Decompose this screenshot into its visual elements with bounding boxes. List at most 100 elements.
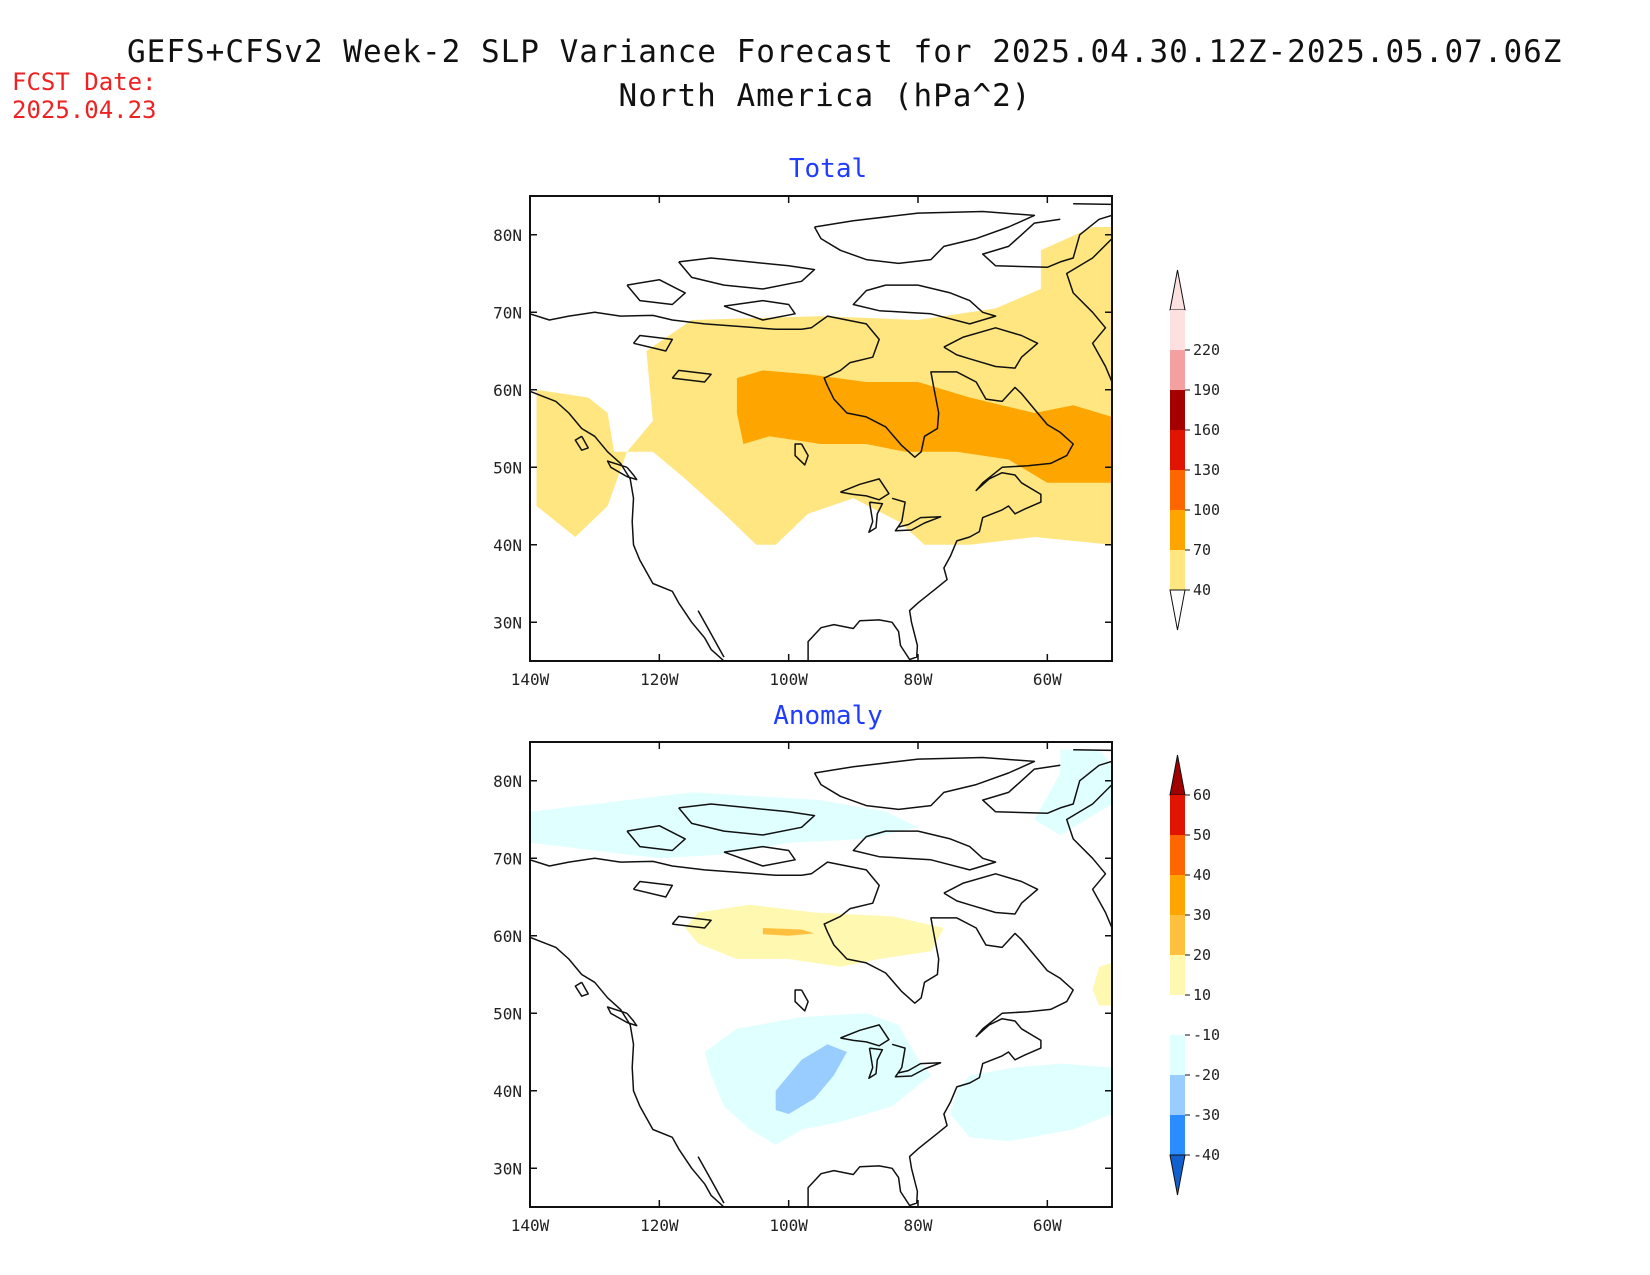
anomaly-coastline-10	[981, 760, 1112, 815]
anomaly-lat-label: 40N	[493, 1082, 522, 1101]
total-coastline-1	[697, 610, 725, 658]
anomaly-region-3	[950, 1063, 1112, 1142]
main-title: GEFS+CFSv2 Week-2 SLP Variance Forecast …	[127, 34, 1563, 70]
total-coastline-6	[678, 257, 816, 290]
anomaly-colorbar-label: -10	[1193, 1026, 1220, 1044]
anomaly-map-frame	[529, 741, 1113, 1208]
anomaly-coastline-16	[606, 1006, 638, 1027]
anomaly-region-6	[1092, 962, 1112, 1006]
anomaly-lon-label: 100W	[769, 1216, 808, 1235]
total-colorbar: 40 70 100 130 160 190 220	[1169, 269, 1220, 631]
anomaly-coastline-3	[943, 873, 1039, 915]
total-lon-label: 60W	[1033, 670, 1062, 689]
anomaly-shaded-regions	[530, 749, 1112, 1145]
total-colorbar-label: 190	[1193, 381, 1220, 399]
anomaly-lon-label: 80W	[904, 1216, 933, 1235]
anomaly-colorbar-box	[1170, 995, 1185, 1035]
anomaly-colorbar-top-arrow	[1169, 754, 1186, 796]
anomaly-lon-axis: 140W 120W 100W 80W 60W	[511, 742, 1062, 1235]
total-colorbar-label: 130	[1193, 461, 1220, 479]
anomaly-region-5	[685, 904, 944, 967]
anomaly-lon-label: 60W	[1033, 1216, 1062, 1235]
total-lat-label: 30N	[493, 613, 522, 632]
total-coastline-5	[813, 210, 1036, 265]
anomaly-colorbar-box	[1170, 1115, 1185, 1155]
anomaly-colorbar-box	[1170, 955, 1185, 995]
total-colorbar-bottom-arrow	[1169, 589, 1186, 631]
anomaly-colorbar-label: 20	[1193, 946, 1211, 964]
anomaly-lat-label: 50N	[493, 1004, 522, 1023]
anomaly-coastline-0	[530, 936, 725, 1207]
anomaly-colorbar-label: -20	[1193, 1066, 1220, 1084]
total-colorbar-label: 220	[1193, 341, 1220, 359]
anomaly-lat-label: 30N	[493, 1159, 522, 1178]
panel-title-total: Total	[789, 154, 867, 184]
anomaly-colorbar-label: 60	[1193, 786, 1211, 804]
panel-title-anomaly: Anomaly	[773, 701, 883, 731]
total-region-1	[736, 370, 1112, 483]
anomaly-coastline-5	[813, 756, 1036, 811]
anomaly-colorbar-label: -40	[1193, 1146, 1220, 1164]
total-lon-label: 120W	[640, 670, 679, 689]
total-colorbar-box	[1170, 310, 1185, 350]
total-lon-label: 100W	[769, 670, 808, 689]
total-lat-label: 60N	[493, 381, 522, 400]
anomaly-lat-label: 70N	[493, 849, 522, 868]
total-coastline-10	[981, 214, 1112, 269]
total-colorbar-box	[1170, 390, 1185, 430]
total-lat-axis: 80N 70N 60N 50N 40N 30N	[493, 226, 1112, 632]
total-shaded-regions	[536, 227, 1112, 545]
anomaly-coastline-13	[840, 1024, 890, 1047]
total-colorbar-box	[1170, 350, 1185, 390]
anomaly-lon-label: 120W	[640, 1216, 679, 1235]
anomaly-coastline-19	[632, 880, 674, 898]
total-coastline-0	[530, 390, 725, 661]
anomaly-colorbar-bottom-arrow	[1169, 1154, 1186, 1196]
total-coastline-3	[943, 327, 1039, 369]
total-colorbar-top-arrow	[1169, 269, 1186, 311]
total-colorbar-label: 160	[1193, 421, 1220, 439]
total-coastline-15	[794, 443, 809, 466]
total-colorbar-box	[1170, 550, 1185, 590]
anomaly-colorbar-label: 30	[1193, 906, 1211, 924]
total-lat-label: 40N	[493, 536, 522, 555]
panel-anomaly: Anomaly 80N 70N 60N 50N 40N 30N 140W 120W 100W 8…	[493, 701, 1220, 1235]
anomaly-region-1	[1034, 749, 1112, 835]
total-coastline-8	[723, 299, 796, 321]
anomaly-colorbar-label: 50	[1193, 826, 1211, 844]
anomaly-coastline-9	[1073, 749, 1112, 752]
total-coastline-16	[606, 460, 638, 481]
total-coastline-14	[868, 501, 884, 534]
total-lon-axis: 140W 120W 100W 80W 60W	[511, 196, 1062, 689]
total-coastline-4	[852, 284, 997, 325]
total-colorbar-box	[1170, 430, 1185, 470]
anomaly-lat-label: 60N	[493, 927, 522, 946]
total-lat-label: 50N	[493, 458, 522, 477]
anomaly-coastline-11	[1065, 784, 1112, 929]
total-lat-label: 80N	[493, 226, 522, 245]
total-coastline-17	[574, 435, 589, 451]
total-colorbar-box	[1170, 510, 1185, 550]
anomaly-region-4	[775, 1044, 847, 1114]
anomaly-coastline-12	[891, 1043, 942, 1078]
total-coastline-2	[530, 311, 1074, 661]
total-coastline-13	[840, 478, 890, 501]
anomaly-coastline-7	[626, 824, 686, 852]
anomaly-colorbar-box	[1170, 835, 1185, 875]
anomaly-colorbar: 60 50 40 30 20 10 -10 -20 -30 -40	[1169, 754, 1220, 1196]
anomaly-coastline-17	[574, 981, 589, 997]
anomaly-lon-label: 140W	[511, 1216, 550, 1235]
anomaly-colorbar-box	[1170, 1075, 1185, 1115]
anomaly-coastlines	[530, 749, 1112, 1207]
anomaly-colorbar-box	[1170, 875, 1185, 915]
total-lat-label: 70N	[493, 303, 522, 322]
total-coastline-18	[671, 369, 712, 383]
total-coastlines	[530, 203, 1112, 661]
anomaly-coastline-14	[868, 1047, 884, 1080]
panel-total: Total 80N 70N 60N 50N 40N 30N 140W 120W 100W 80W…	[493, 154, 1220, 689]
anomaly-coastline-4	[852, 830, 997, 871]
total-coastline-7	[626, 278, 686, 306]
anomaly-coastline-2	[530, 857, 1074, 1207]
total-coastline-12	[891, 497, 942, 532]
